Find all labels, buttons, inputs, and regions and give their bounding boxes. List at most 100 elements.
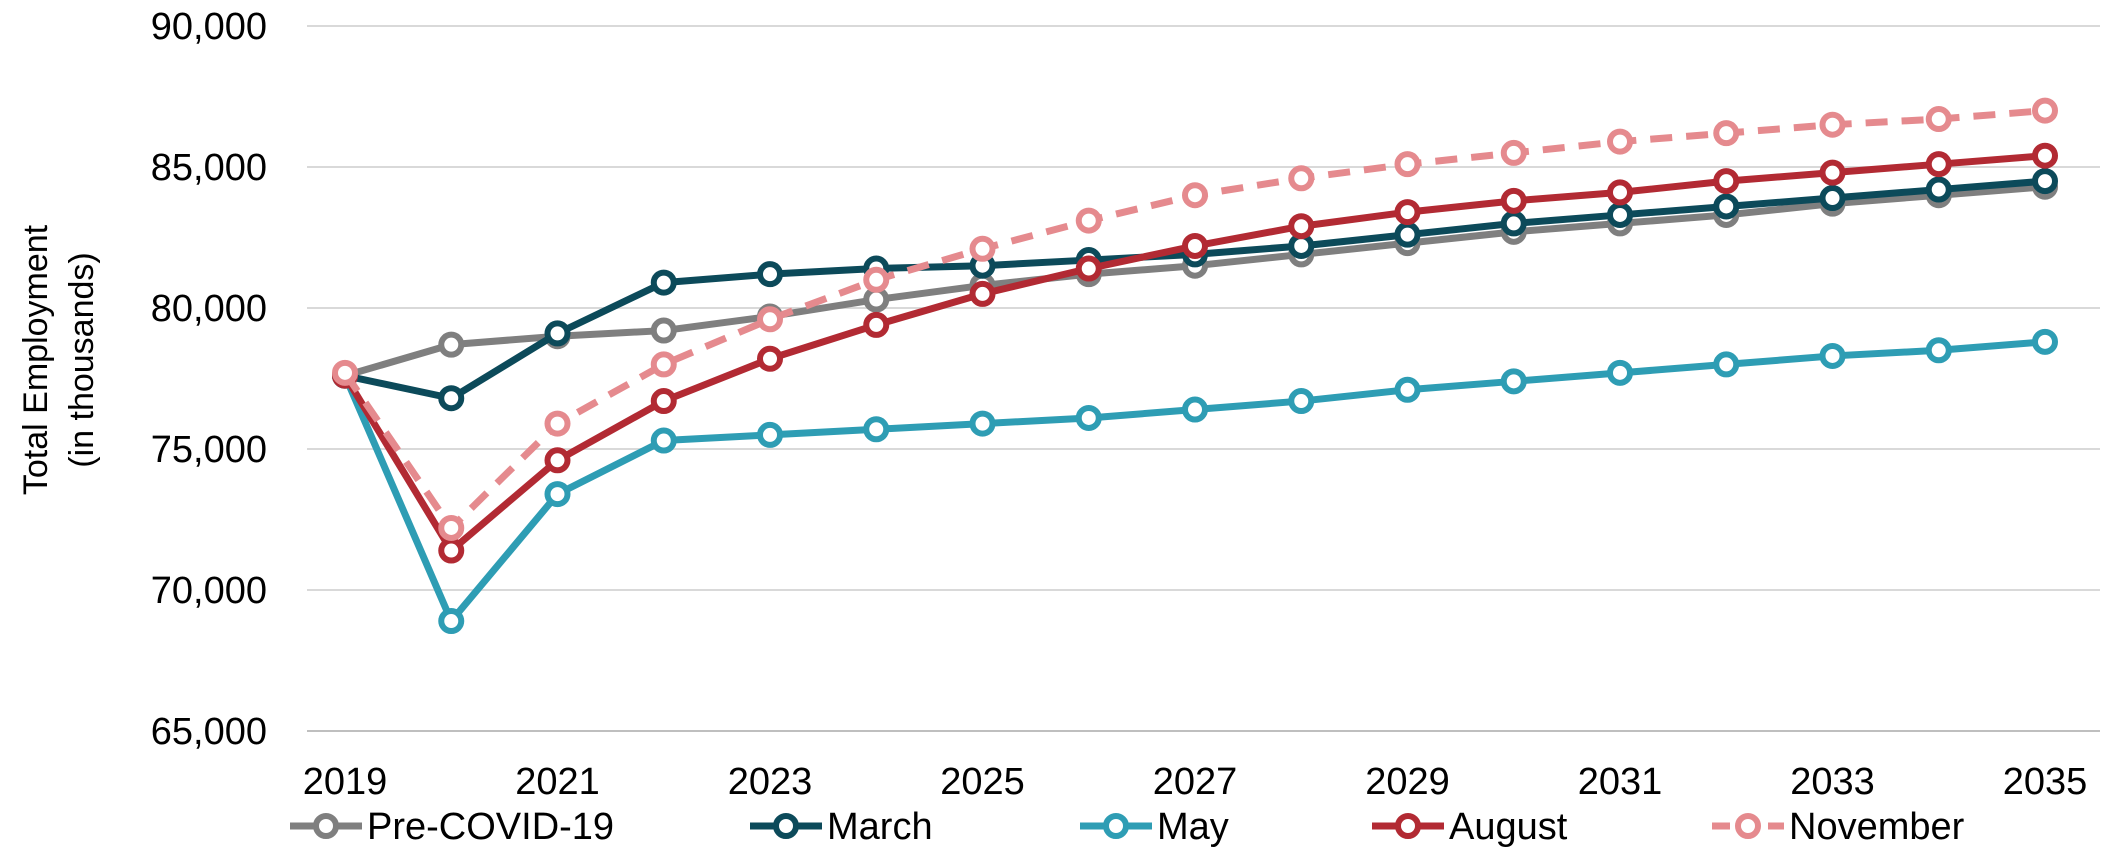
data-point [650,427,677,454]
data-point [1394,151,1421,178]
y-axis-title-line2: (in thousands) [63,252,101,467]
legend-label: November [1789,806,1965,848]
legend-swatch-marker [1103,813,1129,839]
data-point [757,345,783,372]
x-tick-label: 2031 [1578,761,1663,803]
x-tick-label: 2027 [1153,761,1238,803]
legend-item: August [1372,806,1568,848]
data-point [650,317,677,344]
data-point [650,388,677,415]
data-point [438,537,465,564]
y-tick-label: 80,000 [151,288,267,330]
data-point [1394,376,1421,403]
data-point [1713,168,1740,195]
data-point [650,269,677,296]
x-tick-label: 2021 [515,761,600,803]
data-point [757,306,783,333]
x-tick-label: 2029 [1365,761,1450,803]
data-point [1075,207,1102,234]
data-point [2032,97,2058,124]
data-point [1500,187,1527,214]
data-point [438,331,465,358]
data-point [1607,128,1633,155]
data-point [1075,255,1102,282]
data-point [544,447,571,474]
legend-swatch-marker [1395,813,1421,839]
data-point [1819,111,1846,138]
x-tick-label: 2035 [2003,761,2088,803]
data-point [438,608,465,635]
data-point [969,235,996,262]
data-point [1713,193,1740,220]
data-point [969,280,996,307]
legend-label: August [1449,806,1568,848]
data-point [544,320,571,347]
x-tick-label: 2025 [940,761,1025,803]
x-tick-label: 2033 [1790,761,1875,803]
legend-label: May [1157,806,1229,848]
x-tick-label: 2019 [303,761,388,803]
series-lines [332,97,2058,635]
data-point [1500,368,1527,395]
data-point [1713,120,1740,147]
data-point [863,416,890,443]
data-point [2032,328,2058,355]
y-tick-label: 75,000 [151,429,267,471]
data-point [1500,210,1527,237]
data-point [1819,342,1846,369]
data-point [1288,388,1315,415]
data-point [438,514,465,541]
y-tick-label: 65,000 [151,711,267,753]
data-point [1925,337,1952,364]
series-may [332,328,2058,635]
axes: 90,000 85,000 80,000 75,000 70,000 65,000 2019… [151,6,2088,803]
data-point [1182,182,1208,209]
data-point [1075,404,1102,431]
data-point [332,359,358,386]
legend: Pre-COVID-19 March May August November [290,806,1965,848]
legend-item: November [1712,806,1965,848]
series-november [332,97,2058,541]
series-line [342,152,2046,555]
y-tick-label: 70,000 [151,570,267,612]
data-point [757,421,783,448]
data-point [1713,351,1740,378]
data-point [1925,151,1952,178]
data-point [1819,159,1846,186]
data-point [1288,165,1315,192]
data-point [1182,232,1208,259]
data-point [544,410,571,437]
data-point [1607,359,1633,386]
data-point [438,385,465,412]
legend-label: March [827,806,933,848]
data-point [1182,396,1208,423]
legend-label: Pre-COVID-19 [367,806,614,848]
data-point [2032,168,2058,195]
legend-swatch-marker [1735,813,1761,839]
series-line [341,338,2046,625]
data-point [544,481,571,508]
data-point [1394,221,1421,248]
legend-swatch-marker [313,813,339,839]
data-point [1288,213,1315,240]
series-line [344,183,2046,380]
data-point [969,410,996,437]
data-point [1607,179,1633,206]
legend-swatch-marker [773,813,799,839]
data-point [1819,185,1846,212]
legend-item: March [750,806,933,848]
data-point [757,261,783,288]
data-point [1925,106,1952,133]
data-point [1500,139,1527,166]
legend-item: May [1080,806,1229,848]
data-point [1607,201,1633,228]
data-point [863,311,890,338]
y-axis-title-line1: Total Employment [17,224,55,495]
y-axis-title: Total Employment (in thousands) [17,224,101,495]
x-tick-label: 2023 [728,761,813,803]
data-point [1394,199,1421,226]
y-tick-label: 85,000 [151,147,267,189]
series-line [344,177,2046,402]
